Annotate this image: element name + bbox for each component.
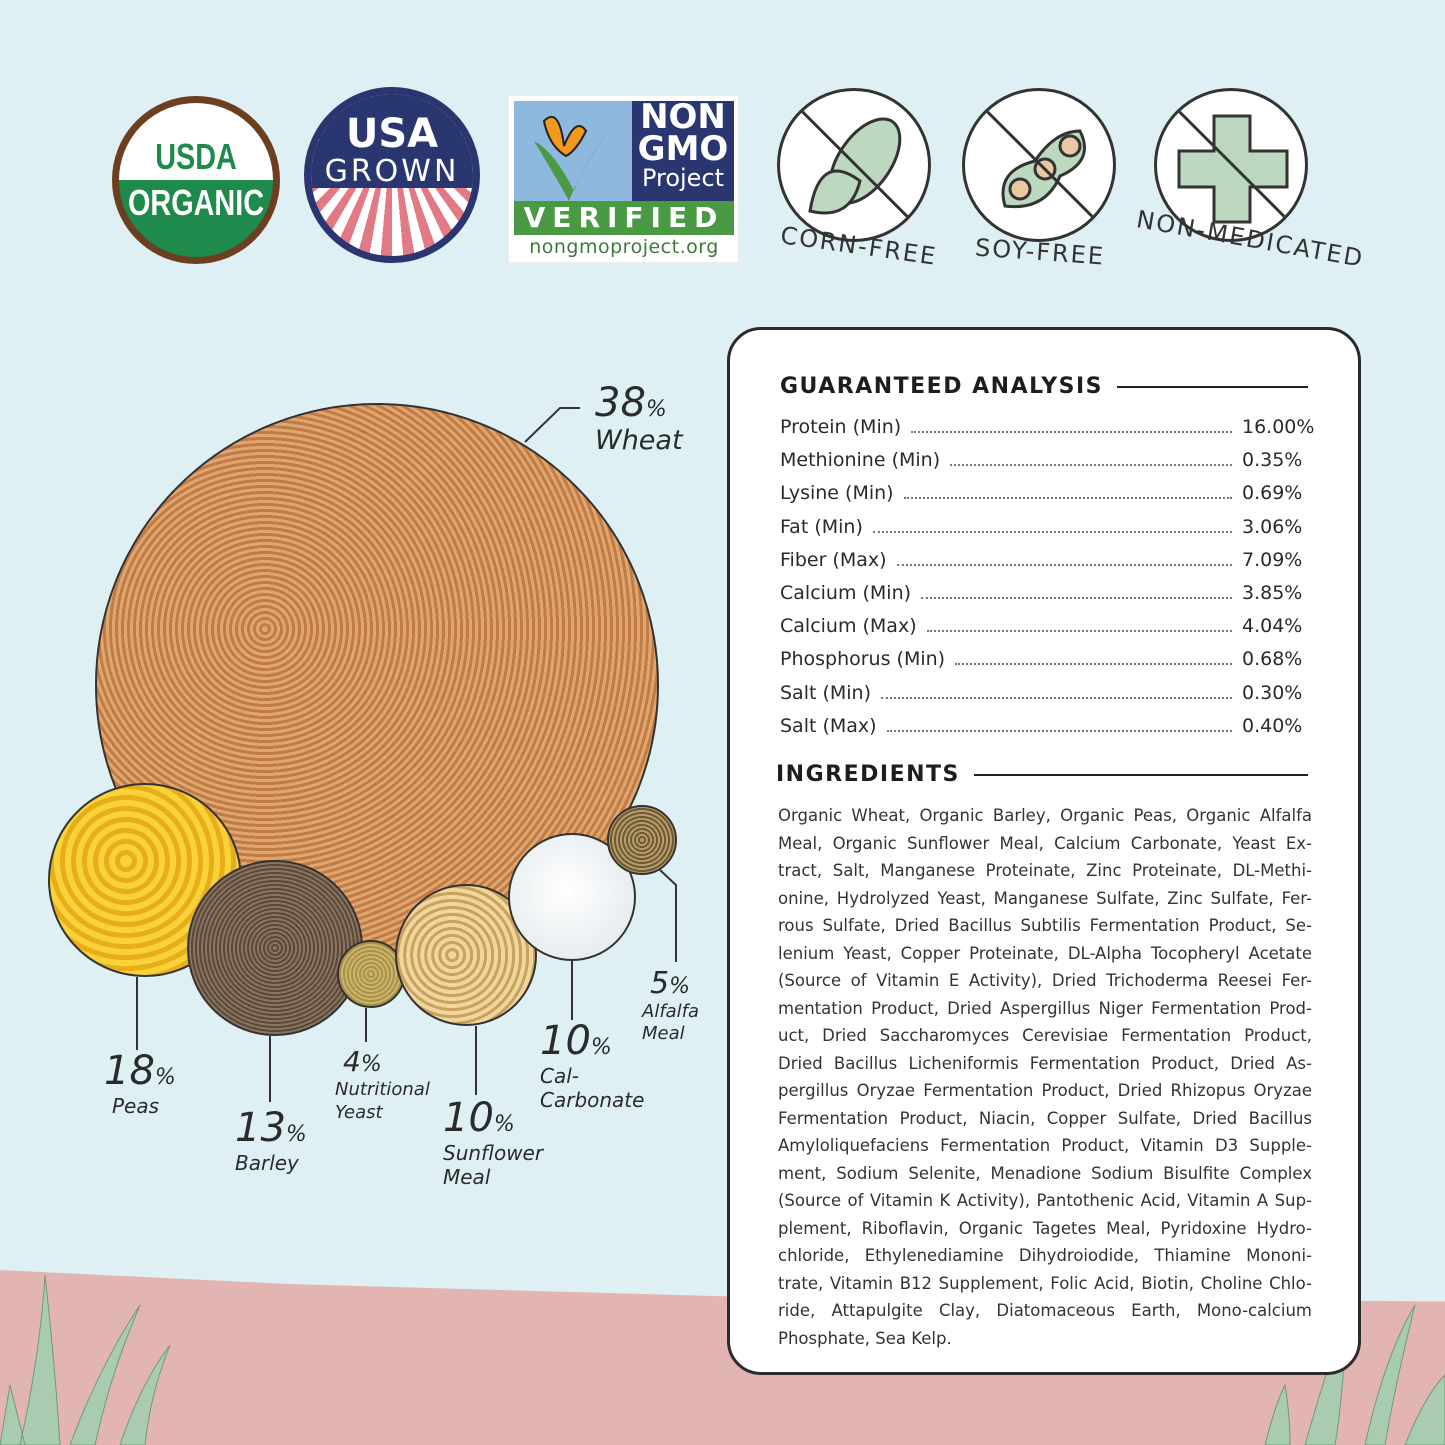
analysis-row: Calcium (Max) 4.04% [780, 613, 1303, 638]
usa-text: USA [345, 111, 439, 157]
guaranteed-analysis-heading: GUARANTEED ANALYSIS [780, 374, 1308, 399]
analysis-value: 0.40% [1242, 714, 1303, 737]
alfalfa-meal-label: 5% Alfalfa Meal [642, 966, 700, 1044]
ingredients-line: plement, Riboflavin, Organic Tagetes Mea… [778, 1218, 1312, 1238]
non-gmo-verified-logo: NON GMO Project VERIFIED nongmoproject.o… [508, 95, 739, 263]
analysis-label: Methionine (Min) [780, 449, 941, 472]
analysis-label: Lysine (Min) [780, 482, 894, 505]
analysis-label: Calcium (Max) [780, 615, 917, 638]
ingredients-line: chloride, Ethylenediamine Dihydroiodide,… [778, 1246, 1312, 1265]
alfalfa-meal-image [607, 805, 677, 875]
usda-organic-logo: USDA ORGANIC [112, 96, 280, 264]
ingredients-line: Fermentation Product, Niacin, Copper Sul… [778, 1108, 1312, 1128]
barley-image [187, 860, 363, 1036]
verified-text: VERIFIED [514, 201, 734, 235]
analysis-value: 4.04% [1242, 615, 1303, 638]
dot-leader [950, 464, 1232, 467]
ingredients-line: ment, Sodium Selenite, Menadione Sodium … [778, 1163, 1312, 1183]
analysis-row: Salt (Min) 0.30% [780, 680, 1303, 704]
medical-cross-icon [1154, 88, 1308, 242]
nutrition-card: GUARANTEED ANALYSIS Protein (Min) 16.00% M… [727, 327, 1361, 1375]
butterfly-icon [514, 101, 632, 201]
analysis-row: Lysine (Min) 0.69% [780, 480, 1303, 505]
grass-left-decoration [0, 1275, 171, 1445]
analysis-label: Fiber (Max) [780, 548, 887, 571]
ingredients-line: uct, Dried Saccharomyces Cerevisiae Ferm… [778, 1026, 1312, 1045]
ingredients-line: Amyloliquefaciens Fermentation Product, … [778, 1136, 1312, 1155]
ingredients-line: lenium Yeast, Copper Proteinate, DL-Alph… [778, 943, 1312, 963]
usda-text: USDA [155, 136, 237, 177]
analysis-label: Protein (Min) [780, 416, 902, 438]
soybean-icon [962, 88, 1116, 242]
dot-leader [886, 729, 1232, 732]
analysis-value: 0.30% [1242, 681, 1303, 704]
dot-leader [911, 431, 1232, 433]
corn-icon [777, 88, 931, 242]
organic-text: ORGANIC [128, 182, 264, 223]
ingredients-line: ride, Attapulgite Clay, Diatomaceous Ear… [778, 1301, 1312, 1320]
dot-leader [896, 563, 1232, 566]
ingredients-line: Meal, Organic Sunflower Meal, Calcium Ca… [778, 833, 1312, 853]
leader-lines [136, 407, 677, 1102]
analysis-row: Fat (Min) 3.06% [780, 514, 1303, 538]
gmo-text: GMO [637, 129, 729, 169]
analysis-value: 7.09% [1242, 548, 1303, 571]
analysis-row: Phosphorus (Min) 0.68% [780, 646, 1303, 671]
ingredients-line: (Source of Vitamin K Activity), Pantothe… [778, 1191, 1312, 1210]
analysis-value: 16.00% [1242, 416, 1315, 438]
cal-carbonate-label: 10% Cal- Carbonate [540, 1018, 645, 1112]
analysis-row: Methionine (Min) 0.35% [780, 447, 1303, 472]
analysis-label: Salt (Max) [780, 714, 877, 737]
ingredients-line: Organic Wheat, Organic Barley, Organic P… [778, 806, 1312, 825]
peas-label: 18% Peas [104, 1048, 176, 1118]
analysis-value: 0.68% [1242, 648, 1303, 671]
ingredients-line: Dried Bacillus Licheniformis Fermentatio… [778, 1053, 1312, 1073]
ingredients-line: pergillus Oryzae Fermentation Product, D… [778, 1081, 1312, 1100]
analysis-row: Salt (Max) 0.40% [780, 713, 1303, 737]
ingredients-line: onine, Hydrolyzed Yeast, Manganese Sulfa… [778, 888, 1312, 908]
analysis-label: Calcium (Min) [780, 582, 912, 604]
dot-leader [921, 597, 1232, 599]
dot-leader [903, 497, 1232, 500]
dot-leader [872, 530, 1232, 533]
barley-label: 13% Barley [235, 1105, 307, 1175]
nongmo-url-text: nongmoproject.org [529, 236, 719, 258]
ingredients-line: Phosphate, Sea Kelp. [778, 1328, 952, 1348]
analysis-row: Calcium (Min) 3.85% [780, 580, 1303, 604]
analysis-label: Fat (Min) [780, 515, 863, 538]
analysis-value: 3.85% [1242, 582, 1303, 604]
project-text: Project [641, 164, 725, 192]
dot-leader [955, 663, 1232, 666]
ingredients-line: (Source of Vitamin E Activity), Dried Tr… [778, 971, 1312, 990]
analysis-value: 0.35% [1242, 449, 1303, 472]
analysis-label: Phosphorus (Min) [780, 648, 946, 671]
sunflower-meal-label: 10% Sunflower Meal [443, 1095, 544, 1189]
usa-grown-logo: USA GROWN [304, 87, 480, 263]
analysis-value: 3.06% [1242, 515, 1303, 538]
non-text: NON [640, 97, 726, 137]
dot-leader [881, 696, 1232, 699]
ingredients-line: mentation Product, Dried Aspergillus Nig… [778, 998, 1312, 1018]
analysis-row: Fiber (Max) 7.09% [780, 547, 1303, 571]
ingredients-line: trate, Vitamin B12 Supplement, Folic Aci… [778, 1273, 1312, 1293]
analysis-label: Salt (Min) [780, 681, 872, 704]
dot-leader [926, 630, 1232, 633]
nutritional-yeast-label: 4% Nutritional Yeast [335, 1045, 430, 1123]
soy-free-label: SOY-FREE [974, 233, 1106, 271]
ingredients-heading: INGREDIENTS [776, 762, 1308, 787]
analysis-row: Protein (Min) 16.00% [780, 414, 1315, 438]
ingredients-line: rous Sulfate, Dried Bacillus Subtilis Fe… [778, 916, 1312, 935]
grown-text: GROWN [324, 154, 460, 189]
wheat-label: 38% Wheat [595, 380, 683, 456]
ingredients-line: tract, Salt, Manganese Proteinate, Zinc … [778, 861, 1312, 880]
analysis-value: 0.69% [1242, 482, 1303, 505]
ingredients-text: Organic Wheat, Organic Barley, Organic P… [778, 802, 1312, 1352]
